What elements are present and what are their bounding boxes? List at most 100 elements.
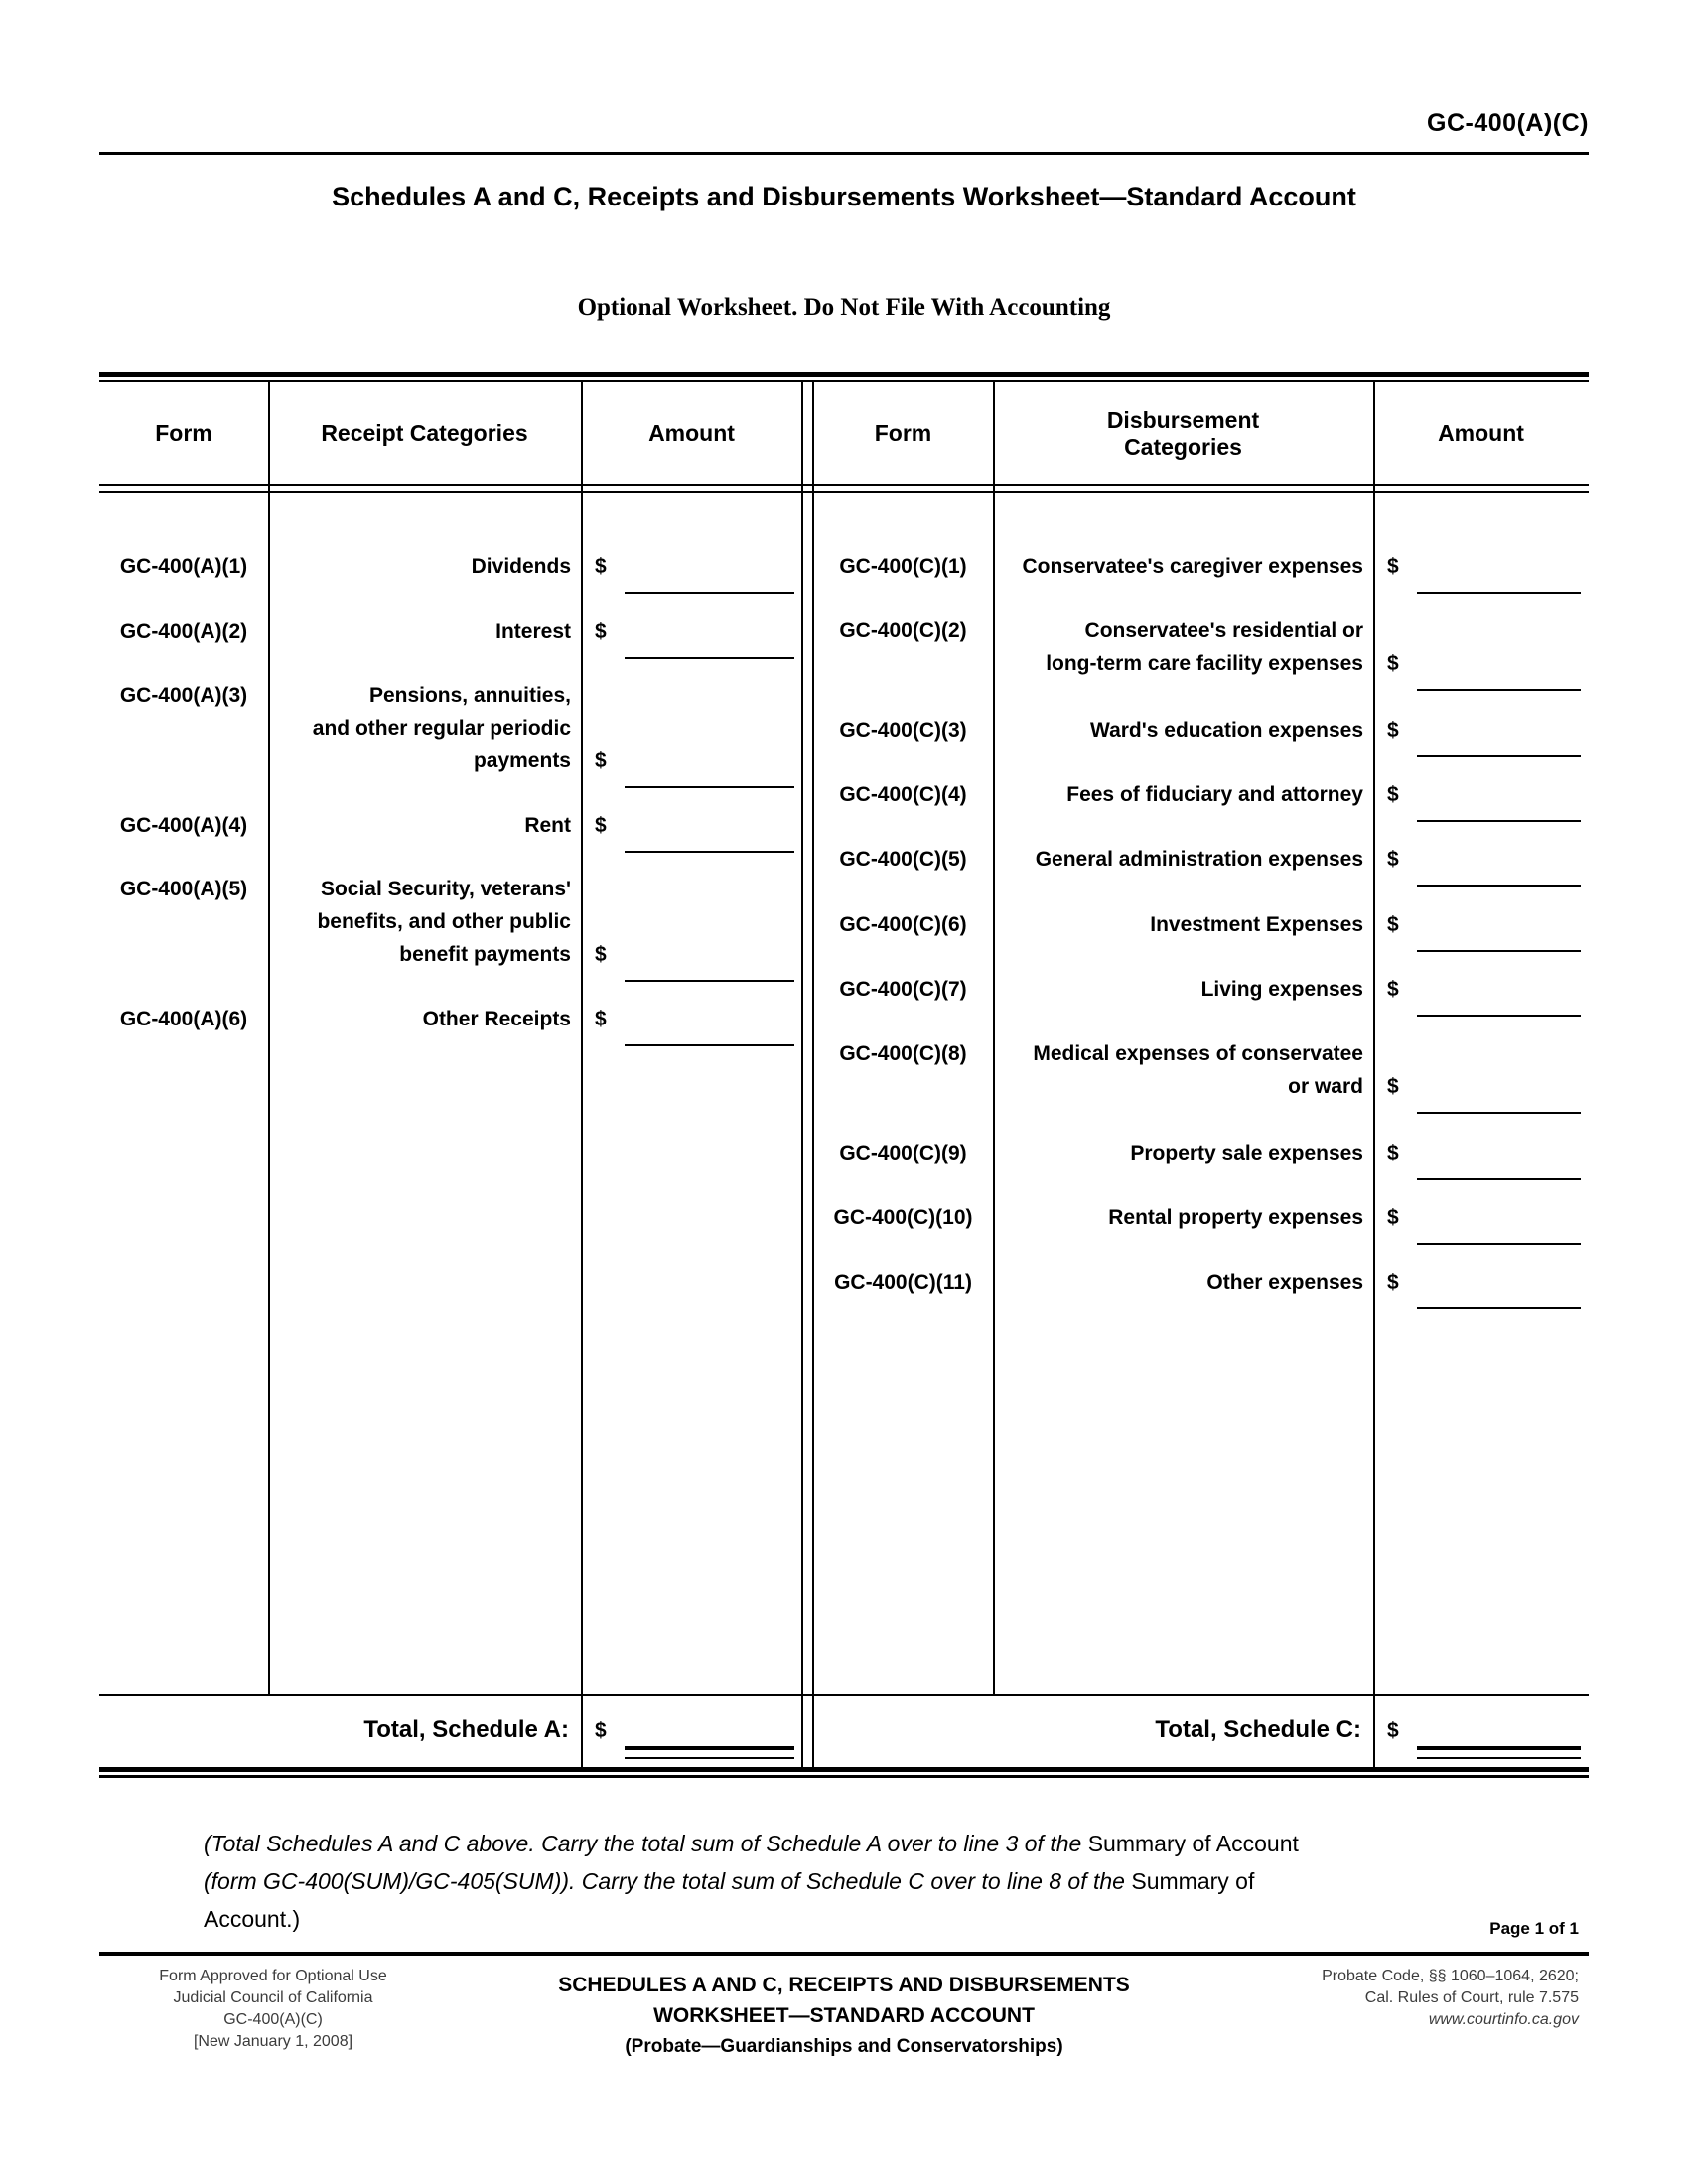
footer-form-title-block: SCHEDULES A AND C, RECEIPTS AND DISBURSE… [447, 1970, 1241, 2058]
header-amount-left: Amount [648, 420, 735, 446]
total-schedule-c-label: Total, Schedule C: [1155, 1716, 1361, 1743]
note-segment: (form GC-400(SUM)/GC-405(SUM)). Carry th… [204, 1868, 1132, 1894]
amount-cell: $ [1373, 1201, 1589, 1245]
amount-blank[interactable] [624, 851, 794, 853]
amount-blank[interactable] [1416, 1178, 1581, 1180]
table-row: GC-400(A)(6) Other Receipts $ [99, 1003, 802, 1046]
amount-cell: $ [1373, 614, 1589, 691]
page-subtitle: Optional Worksheet. Do Not File With Acc… [577, 294, 1111, 321]
amount-cell: $ [581, 873, 802, 982]
note-segment: Summary of Account [1087, 1831, 1299, 1856]
form-code: GC-400(C)(6) [839, 913, 967, 936]
header-rule [99, 152, 1589, 155]
form-code: GC-400(C)(11) [834, 1271, 972, 1294]
form-code: GC-400(C)(3) [839, 719, 967, 742]
currency-symbol: $ [1387, 978, 1399, 1001]
currency-symbol: $ [595, 943, 607, 966]
category-label: Conservatee's caregiver expenses [1022, 555, 1363, 578]
currency-symbol: $ [1387, 1142, 1399, 1164]
footer-form-title-line: SCHEDULES A AND C, RECEIPTS AND DISBURSE… [558, 1974, 1130, 1996]
form-code: GC-400(A)(5) [119, 878, 248, 900]
amount-cell: $ [1373, 908, 1589, 952]
amount-blank[interactable] [1416, 592, 1581, 594]
amount-blank[interactable] [1416, 820, 1581, 822]
page-title: Schedules A and C, Receipts and Disburse… [332, 182, 1356, 211]
category-label: Other expenses [1206, 1271, 1363, 1294]
form-code: GC-400(C)(5) [839, 848, 967, 871]
header-amount-right: Amount [1438, 420, 1524, 446]
divider-form-receipt [268, 380, 270, 1694]
table-row: GC-400(C)(9) Property sale expenses $ [813, 1137, 1589, 1180]
table-row: GC-400(C)(5) General administration expen… [813, 843, 1589, 887]
amount-blank[interactable] [1416, 1307, 1581, 1309]
table-bottom-rule [99, 1767, 1589, 1772]
footer-code-reference-block: Probate Code, §§ 1060–1064, 2620; Cal. R… [1142, 1966, 1579, 2031]
total-schedule-c-amount-blank[interactable] [1416, 1745, 1581, 1759]
amount-blank[interactable] [1416, 950, 1581, 952]
amount-blank[interactable] [1416, 885, 1581, 887]
amount-blank[interactable] [1416, 1112, 1581, 1114]
currency-symbol: $ [595, 620, 607, 643]
category-label: Ward's education expenses [1090, 719, 1363, 742]
currency-symbol: $ [595, 555, 607, 578]
amount-cell: $ [1373, 973, 1589, 1017]
header-form-right: Form [874, 420, 932, 446]
amount-cell: $ [581, 550, 802, 594]
table-row: GC-400(C)(2) Conservatee's residential or… [813, 614, 1589, 691]
total-schedule-a-amount-blank[interactable] [624, 1745, 794, 1759]
amount-cell: $ [1373, 550, 1589, 594]
footer-approval-line: GC-400(A)(C) [223, 2011, 323, 2028]
currency-symbol: $ [595, 814, 607, 837]
amount-cell: $ [1373, 1137, 1589, 1180]
form-code: GC-400(C)(9) [839, 1142, 967, 1164]
category-label: Rent [524, 814, 571, 837]
form-code: GC-400(C)(8) [839, 1042, 967, 1065]
table-row: GC-400(C)(4) Fees of fiduciary and attorn… [813, 778, 1589, 822]
center-divider-right [812, 380, 814, 1767]
amount-blank[interactable] [1416, 1015, 1581, 1017]
currency-symbol: $ [595, 750, 607, 772]
total-row-schedule-a: Total, Schedule A: $ [99, 1696, 802, 1765]
form-code: GC-400(C)(4) [839, 783, 967, 806]
center-divider-left [801, 380, 803, 1767]
currency-symbol: $ [1387, 783, 1399, 806]
table-top-rule [99, 372, 1589, 377]
form-code: GC-400(A)(4) [119, 814, 248, 837]
category-label: Conservatee's residential or long-term ca… [1046, 619, 1363, 675]
amount-blank[interactable] [624, 786, 794, 788]
table-row: GC-400(C)(8) Medical expenses of conserva… [813, 1037, 1589, 1114]
amount-blank[interactable] [624, 592, 794, 594]
form-code: GC-400(C)(10) [833, 1206, 973, 1229]
form-code: GC-400(A)(1) [119, 555, 248, 578]
table-row: GC-400(C)(10) Rental property expenses $ [813, 1201, 1589, 1245]
amount-blank[interactable] [624, 1044, 794, 1046]
note-segment: Summary of Account.) [204, 1868, 1255, 1932]
table-top-rule-2 [99, 380, 1589, 382]
currency-symbol: $ [1387, 1271, 1399, 1294]
table-row: GC-400(C)(6) Investment Expenses $ [813, 908, 1589, 952]
amount-blank[interactable] [624, 980, 794, 982]
table-row: GC-400(A)(1) Dividends $ [99, 550, 802, 594]
footer-approval-line: [New January 1, 2008] [193, 2033, 353, 2050]
category-label: Medical expenses of conservatee or ward [1033, 1042, 1363, 1098]
category-label: Dividends [471, 555, 571, 578]
divider-receipt-amount [581, 380, 583, 1767]
totals-separator-rule [99, 1694, 1589, 1696]
amount-blank[interactable] [1416, 755, 1581, 757]
amount-blank[interactable] [1416, 689, 1581, 691]
form-code: GC-400(C)(7) [839, 978, 967, 1001]
amount-cell: $ [1373, 843, 1589, 887]
amount-cell: $ [1373, 1037, 1589, 1114]
header-receipt-categories: Receipt Categories [321, 420, 528, 446]
currency-symbol: $ [595, 1718, 607, 1742]
currency-symbol: $ [1387, 555, 1399, 578]
amount-blank[interactable] [1416, 1243, 1581, 1245]
page-number: Page 1 of 1 [1489, 1919, 1579, 1938]
header-bottom-rule-2 [99, 491, 1589, 493]
amount-cell: $ [581, 1003, 802, 1046]
table-row: GC-400(C)(7) Living expenses $ [813, 973, 1589, 1017]
category-label: Living expenses [1200, 978, 1363, 1001]
amount-blank[interactable] [624, 657, 794, 659]
footer-code-line: Cal. Rules of Court, rule 7.575 [1364, 1989, 1579, 2006]
